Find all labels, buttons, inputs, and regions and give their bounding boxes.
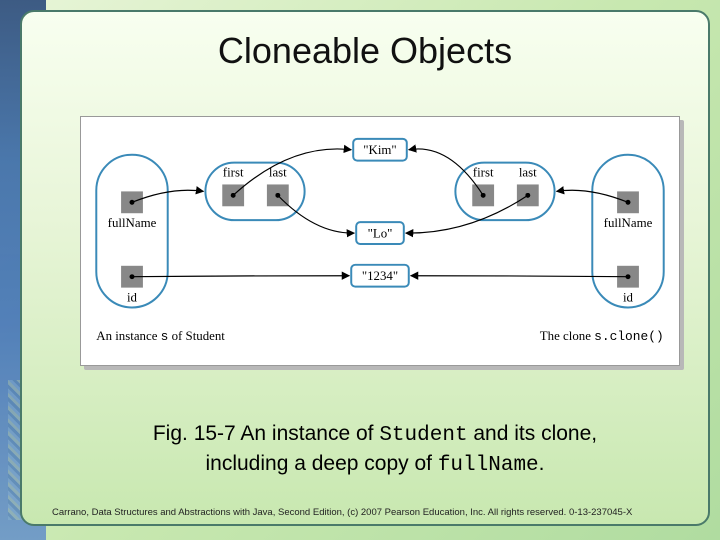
caption-text: .: [539, 452, 545, 475]
svg-text:fullName: fullName: [604, 216, 653, 230]
figure-caption: Fig. 15-7 An instance of Student and its…: [82, 420, 668, 481]
caption-mono: fullName: [438, 454, 539, 477]
caption-mono: Student: [379, 424, 467, 447]
svg-text:first: first: [223, 166, 244, 180]
svg-text:"Lo": "Lo": [368, 227, 393, 241]
slide-frame: Cloneable Objects fullName id fullName id fi…: [20, 10, 710, 526]
diagram-panel: fullNameidfullNameidfirstlastfirstlast"K…: [80, 116, 680, 366]
svg-text:"Kim": "Kim": [363, 143, 396, 157]
svg-text:last: last: [519, 166, 537, 180]
copyright-footer: Carrano, Data Structures and Abstraction…: [52, 507, 688, 518]
svg-text:first: first: [473, 166, 494, 180]
right-object-caption: The clone s.clone(): [540, 329, 664, 344]
svg-text:fullName: fullName: [108, 216, 157, 230]
left-object-caption: An instance s of Student: [96, 329, 225, 344]
caption-text: Fig. 15-7 An instance of: [153, 422, 379, 445]
diagram-svg: fullNameidfullNameidfirstlastfirstlast"K…: [81, 117, 679, 365]
svg-text:"1234": "1234": [362, 269, 398, 283]
svg-text:id: id: [623, 291, 634, 305]
svg-text:id: id: [127, 291, 138, 305]
caption-text: and its clone,: [468, 422, 598, 445]
caption-text: including a deep copy of: [205, 452, 437, 475]
slide-title: Cloneable Objects: [22, 12, 708, 82]
